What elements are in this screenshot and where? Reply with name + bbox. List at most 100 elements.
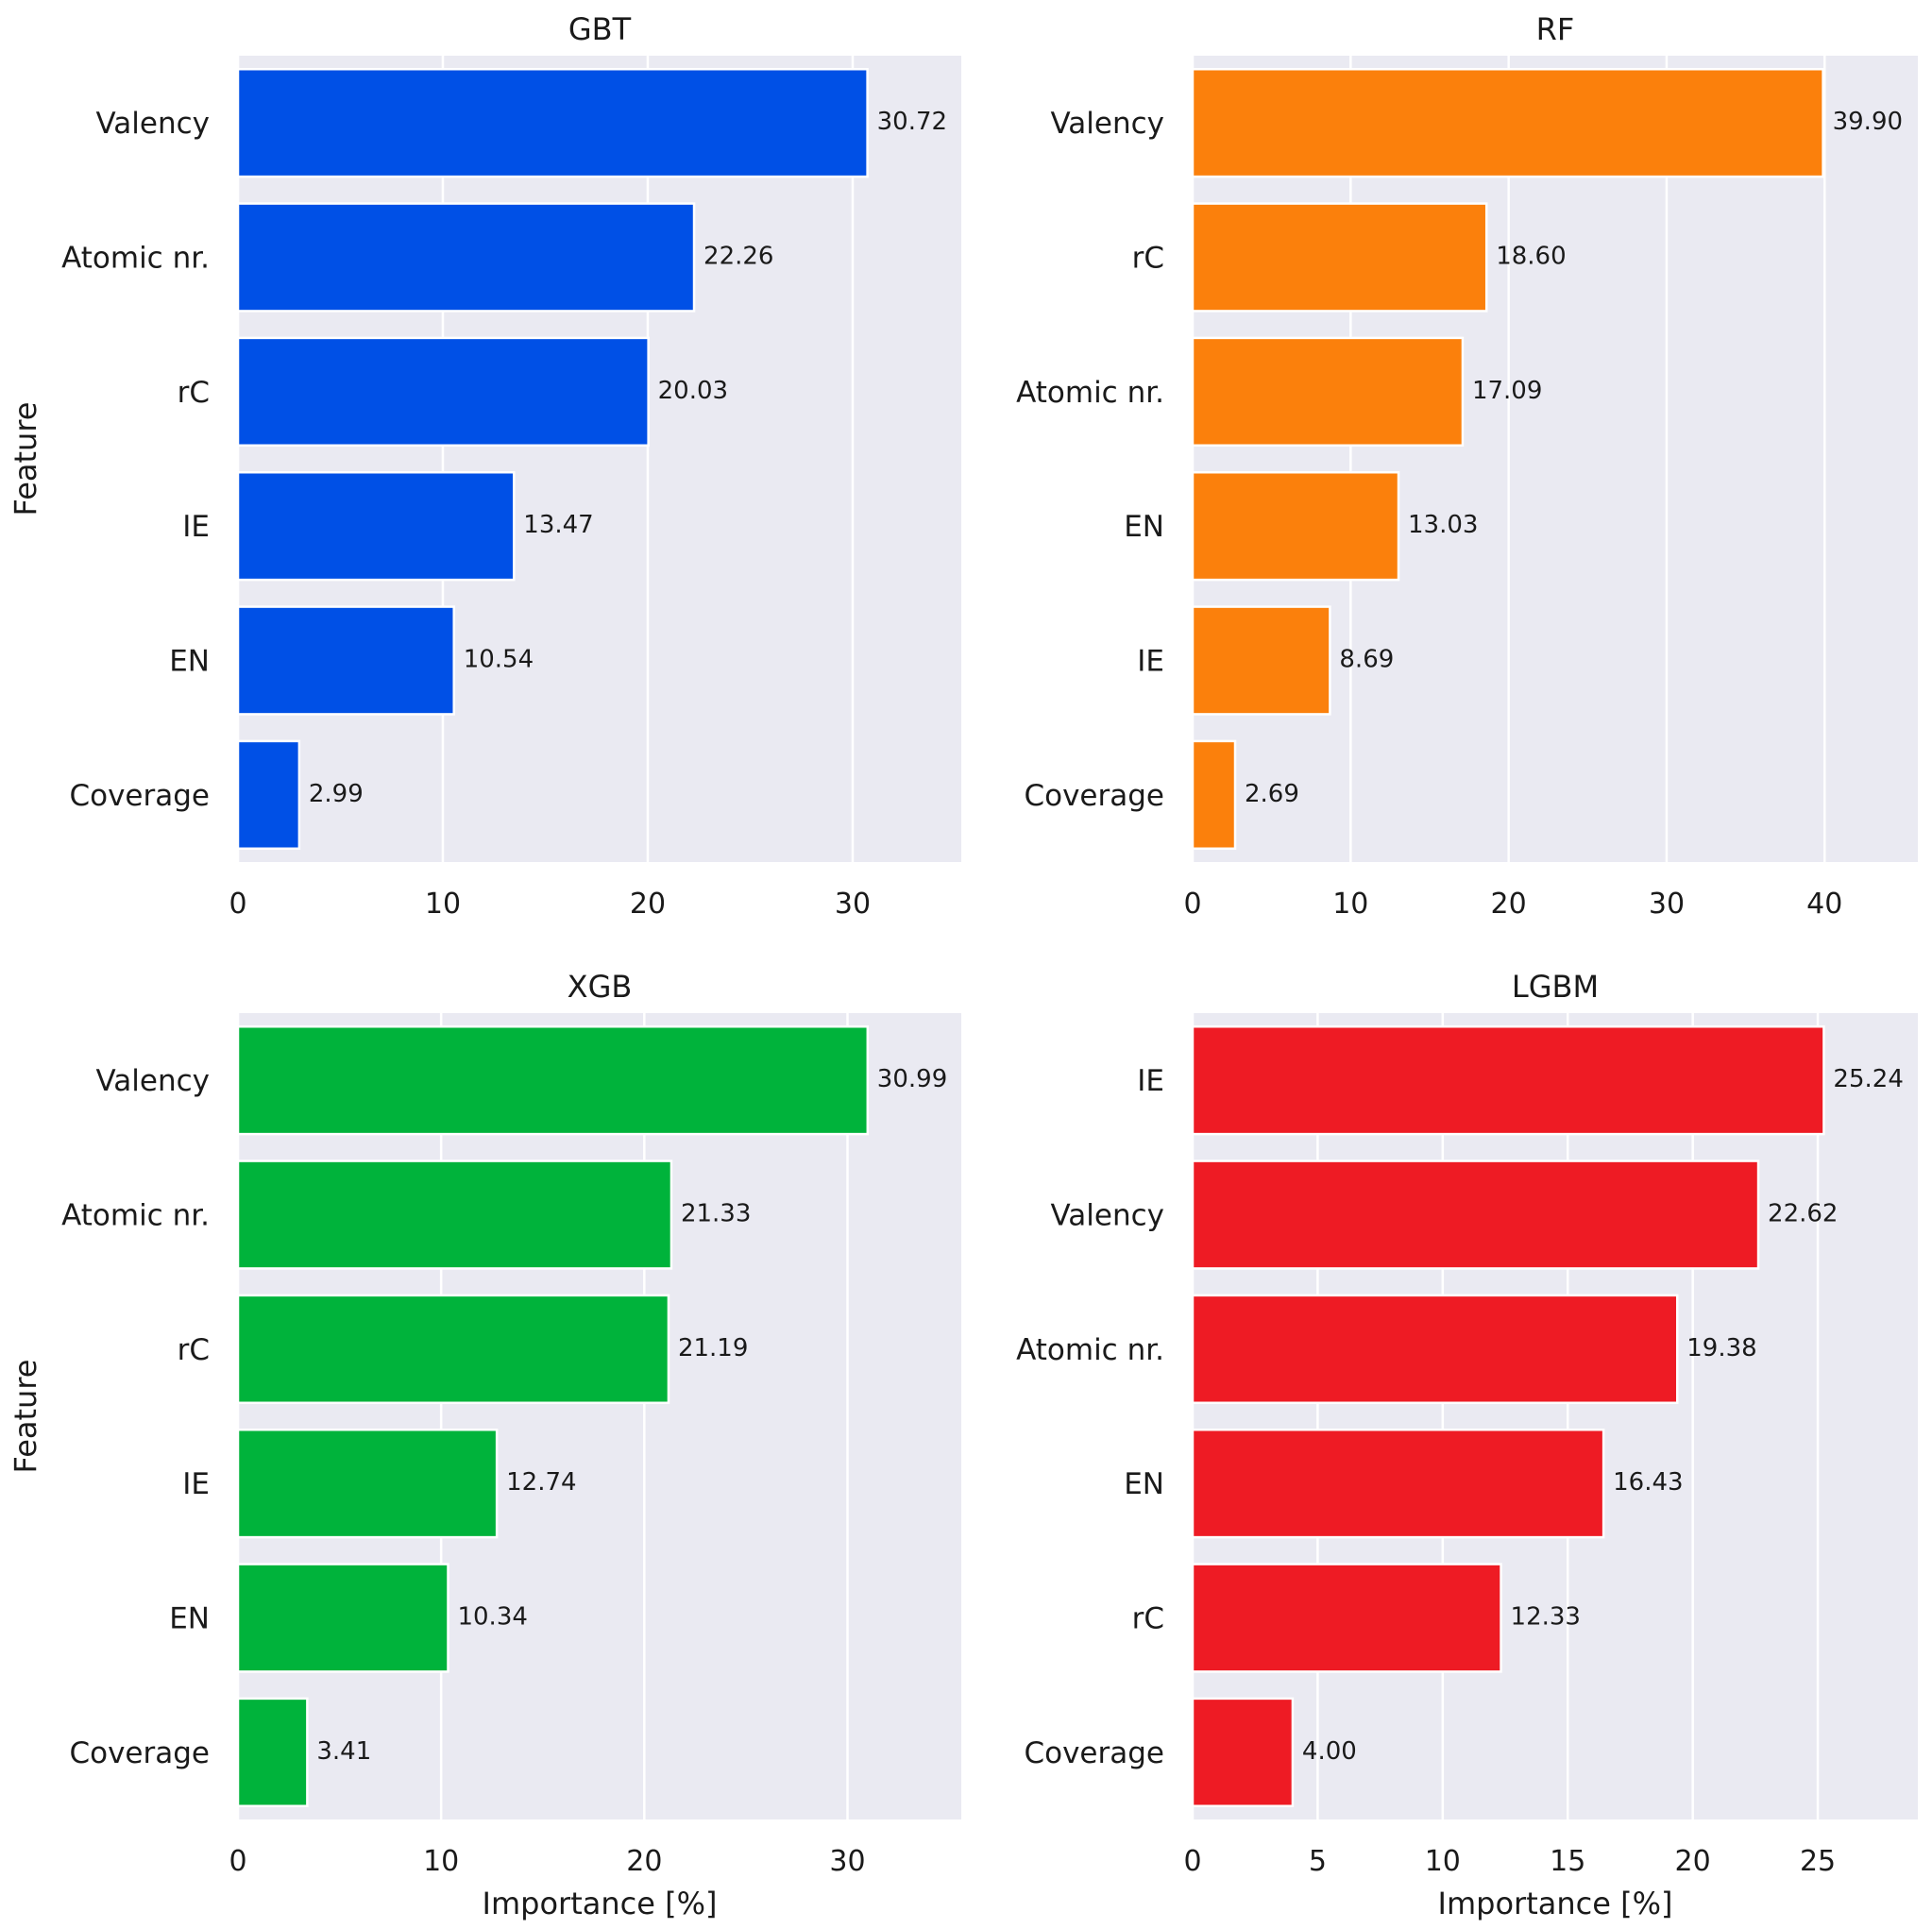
bar [1191,1428,1605,1539]
bar [236,1428,499,1539]
data-label: 21.33 [681,1200,751,1228]
bar [236,470,516,582]
y-tick-label: EN [169,645,210,679]
y-tick-label: Coverage [69,779,210,813]
panel-title: XGB [568,969,633,1005]
bar [236,605,455,716]
panel-title: GBT [568,11,632,47]
x-tick-label: 30 [829,1845,865,1878]
data-label: 17.09 [1472,377,1542,405]
data-label: 21.19 [678,1334,748,1362]
bar [1191,67,1824,178]
bar [1191,1294,1679,1405]
y-tick-label: EN [1124,510,1164,544]
y-tick-label: Atomic nr. [1016,376,1164,410]
data-label: 25.24 [1833,1065,1903,1093]
y-tick-label: EN [1124,1467,1164,1501]
x-tick-label: 20 [1675,1845,1711,1878]
y-tick-label: Valency [95,107,210,141]
y-tick-label: IE [1137,645,1164,679]
bar [236,1159,673,1270]
plot-background [238,1013,961,1819]
data-label: 4.00 [1302,1737,1357,1766]
y-tick-label: Coverage [1024,1736,1164,1770]
bar [236,67,869,178]
plot-background [1193,56,1918,862]
y-tick-label: IE [182,510,210,544]
y-tick-label: EN [169,1602,210,1636]
bar [1191,1563,1502,1673]
x-tick-label: 20 [1491,888,1527,921]
x-tick-label: 15 [1550,1845,1585,1878]
y-tick-label: IE [182,1467,210,1501]
bar [1191,202,1488,313]
data-label: 12.33 [1511,1603,1581,1632]
data-label: 2.99 [309,780,364,808]
bar [236,739,301,851]
data-label: 13.47 [523,511,593,539]
bar [1191,470,1400,582]
panel-title: LGBM [1512,969,1599,1005]
x-tick-label: 25 [1800,1845,1836,1878]
y-tick-label: rC [1132,242,1164,276]
y-tick-label: rC [1132,1602,1164,1636]
data-label: 13.03 [1408,511,1478,539]
panel-lgbm: 0 5 10 15 20 25 25.24 IE 22.62 Valency 19.38 Atomic… [1016,969,1918,1921]
y-tick-label: rC [178,376,210,410]
x-tick-label: 0 [229,1845,246,1878]
bar [236,1024,870,1136]
bar [236,1563,449,1673]
x-tick-label: 20 [630,888,666,921]
bar [1191,1697,1295,1808]
data-label: 30.99 [877,1065,947,1093]
data-label: 30.72 [877,108,947,136]
data-label: 12.74 [506,1468,576,1497]
x-tick-label: 20 [626,1845,662,1878]
y-tick-label: Coverage [69,1736,210,1770]
data-label: 22.26 [703,243,773,271]
panel-xgb: 0 10 20 30 30.99 Valency 21.33 Atomic nr. 21.19 r… [8,969,961,1921]
y-tick-label: Atomic nr. [61,1199,210,1233]
data-label: 18.60 [1496,243,1566,271]
x-tick-label: 0 [1183,888,1201,921]
data-label: 39.90 [1833,108,1903,136]
data-label: 22.62 [1768,1200,1838,1228]
data-label: 3.41 [316,1737,371,1766]
bar [236,202,696,313]
y-tick-label: Valency [1050,1199,1164,1233]
data-label: 20.03 [658,377,728,405]
plot-background [1193,1013,1918,1819]
x-tick-label: 5 [1309,1845,1327,1878]
x-tick-label: 10 [1425,1845,1461,1878]
x-tick-label: 0 [1183,1845,1201,1878]
bar [236,1697,309,1808]
panel-title: RF [1536,11,1575,47]
y-tick-label: Valency [95,1064,210,1098]
bar [1191,336,1465,448]
bar [236,1294,670,1405]
data-label: 10.34 [457,1603,527,1632]
data-label: 16.43 [1613,1468,1683,1497]
panel-gbt: 0 10 20 30 30.72 Valency 22.26 Atomic nr. 20.03 r… [8,11,961,921]
x-tick-label: 10 [1332,888,1368,921]
y-tick-label: Valency [1050,107,1164,141]
data-label: 8.69 [1339,646,1394,674]
y-tick-label: Atomic nr. [1016,1333,1164,1367]
bar [1191,1024,1825,1136]
data-label: 19.38 [1686,1334,1756,1362]
data-label: 2.69 [1245,780,1299,808]
bar [1191,605,1331,716]
bar [1191,1159,1760,1270]
panel-rf: 0 10 20 30 40 39.90 Valency 18.60 rC 17.09 Atomic … [1016,11,1918,921]
x-axis-label: Importance [%] [483,1886,718,1921]
x-tick-label: 30 [1649,888,1685,921]
data-label: 10.54 [464,646,534,674]
y-axis-label: Feature [8,402,43,516]
y-axis-label: Feature [8,1360,43,1474]
y-tick-label: IE [1137,1064,1164,1098]
plot-background [238,56,961,862]
y-tick-label: Coverage [1024,779,1164,813]
x-tick-label: 30 [835,888,871,921]
x-tick-label: 10 [425,888,461,921]
